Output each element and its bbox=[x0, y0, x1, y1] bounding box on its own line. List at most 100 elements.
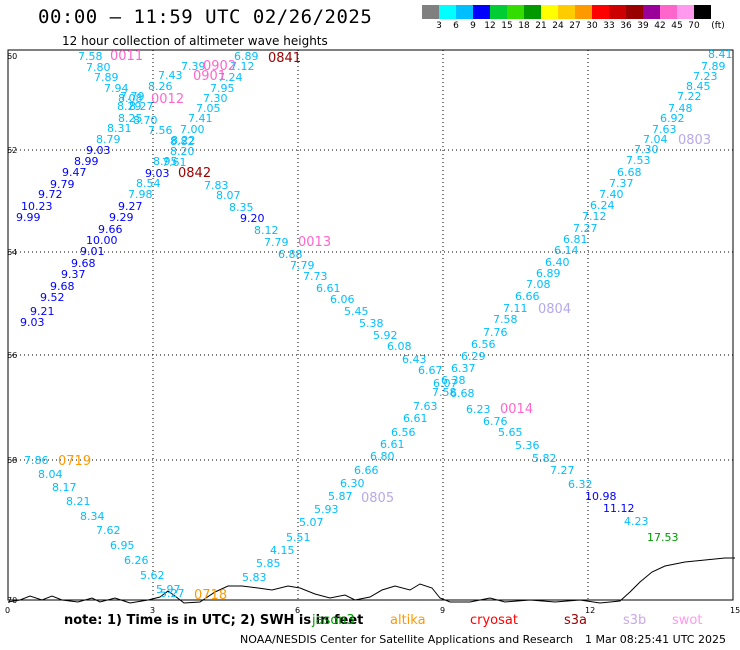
swh-value: 9.03 bbox=[145, 167, 170, 180]
legend-swatch bbox=[473, 5, 490, 19]
swh-value: 7.43 bbox=[158, 69, 183, 82]
x-tick-label: 15 bbox=[730, 606, 740, 615]
footer-note: note: 1) Time is in UTC; 2) SWH is in fe… bbox=[64, 613, 364, 628]
swh-value: 6.56 bbox=[471, 338, 496, 351]
track-id-label: 0804 bbox=[538, 302, 571, 317]
track-id-label: 0719 bbox=[58, 454, 91, 469]
swh-value: 5.97 bbox=[156, 583, 181, 596]
legend-swatches bbox=[422, 5, 728, 19]
swh-value: 7.79 bbox=[120, 90, 145, 103]
swh-value: 7.24 bbox=[218, 71, 243, 84]
swh-value: 8.82 bbox=[170, 135, 195, 148]
swh-value: 8.35 bbox=[229, 201, 254, 214]
swh-value: 9.72 bbox=[38, 188, 63, 201]
swh-value: 8.41 bbox=[708, 48, 733, 61]
swh-value: 7.39 bbox=[181, 60, 206, 73]
satellite-legend-item: jason3 bbox=[312, 613, 355, 628]
legend-swatch bbox=[677, 5, 694, 19]
swh-value: 6.43 bbox=[402, 353, 427, 366]
swh-value: 7.30 bbox=[203, 92, 228, 105]
swh-value: 9.37 bbox=[61, 268, 86, 281]
swh-value: 6.37 bbox=[451, 362, 476, 375]
y-tick-label: 70 bbox=[7, 596, 17, 605]
swh-value: 9.68 bbox=[71, 257, 96, 270]
swh-value: 6.89 bbox=[234, 50, 259, 63]
satellite-legend-item: cryosat bbox=[470, 613, 518, 628]
swh-value: 8.95 bbox=[153, 155, 178, 168]
swh-value: 8.70 bbox=[133, 114, 158, 127]
track-id-label: 0011 bbox=[110, 49, 143, 64]
swh-value: 7.63 bbox=[413, 400, 438, 413]
legend-swatch bbox=[507, 5, 524, 19]
swh-value: 5.83 bbox=[242, 571, 267, 584]
swh-value: 6.38 bbox=[441, 374, 466, 387]
swh-value: 7.89 bbox=[701, 60, 726, 73]
swh-value: 5.65 bbox=[498, 426, 523, 439]
legend-tick-label: 42 bbox=[654, 21, 666, 31]
y-tick-label: 68 bbox=[7, 456, 17, 465]
x-tick-label: 3 bbox=[150, 606, 155, 615]
swh-value: 11.12 bbox=[603, 502, 635, 515]
track-id-label: 0718 bbox=[194, 588, 227, 603]
swh-value: 7.05 bbox=[196, 102, 221, 115]
track-id-label: 0842 bbox=[178, 166, 211, 181]
swh-value: 17.53 bbox=[647, 531, 679, 544]
swh-value: 5.51 bbox=[286, 531, 311, 544]
swh-value: 7.30 bbox=[634, 143, 659, 156]
swh-value: 6.08 bbox=[387, 340, 412, 353]
legend-tick-label: 45 bbox=[671, 21, 683, 31]
swh-value: 6.14 bbox=[554, 244, 579, 257]
credit-line: NOAA/NESDIS Center for Satellite Applica… bbox=[240, 633, 574, 646]
swh-value: 7.53 bbox=[626, 154, 651, 167]
legend-swatch bbox=[626, 5, 643, 19]
legend-swatch bbox=[456, 5, 473, 19]
swh-value: 6.61 bbox=[403, 412, 428, 425]
swh-value: 7.73 bbox=[303, 270, 328, 283]
swh-value: 5.82 bbox=[532, 452, 557, 465]
swh-value: 7.76 bbox=[483, 326, 508, 339]
swh-value: 6.23 bbox=[466, 403, 491, 416]
swh-value: 8.17 bbox=[52, 481, 77, 494]
swh-value: 8.29 bbox=[117, 100, 142, 113]
swh-value: 8.07 bbox=[216, 189, 241, 202]
legend-swatch bbox=[660, 5, 677, 19]
swh-value: 6.89 bbox=[536, 267, 561, 280]
swh-value: 8.04 bbox=[38, 468, 63, 481]
y-tick-label: 64 bbox=[7, 248, 17, 257]
legend-swatch bbox=[558, 5, 575, 19]
legend-tick-label: 27 bbox=[569, 21, 581, 31]
legend-tick-label: 6 bbox=[453, 21, 459, 31]
legend-tick-label: 70 bbox=[688, 21, 700, 31]
swh-value: 9.20 bbox=[240, 212, 265, 225]
swh-value: 6.76 bbox=[483, 415, 508, 428]
swh-value: 8.99 bbox=[74, 155, 99, 168]
swh-value: 8.08 bbox=[118, 92, 143, 105]
swh-value: 10.23 bbox=[21, 200, 53, 213]
swh-value: 7.04 bbox=[643, 133, 668, 146]
swh-value: 5.27 bbox=[160, 587, 185, 600]
swh-value: 5.62 bbox=[140, 569, 165, 582]
track-id-label: 0014 bbox=[500, 402, 533, 417]
swh-value: 6.24 bbox=[590, 199, 615, 212]
legend-tick-label: 24 bbox=[552, 21, 564, 31]
swh-value: 7.23 bbox=[693, 70, 718, 83]
legend-tick-label: 33 bbox=[603, 21, 615, 31]
swh-value: 7.00 bbox=[180, 123, 205, 136]
track-id-label: 0901 bbox=[193, 69, 226, 84]
swh-value: 5.07 bbox=[299, 516, 324, 529]
swh-value: 7.27 bbox=[573, 222, 598, 235]
x-tick-label: 0 bbox=[5, 606, 10, 615]
swh-value: 4.23 bbox=[624, 515, 649, 528]
swh-value: 5.36 bbox=[515, 439, 540, 452]
satellite-legend-item: s3b bbox=[623, 613, 647, 628]
swh-value: 6.30 bbox=[340, 477, 365, 490]
swh-value: 7.61 bbox=[162, 156, 187, 169]
legend-tick-label: 15 bbox=[501, 21, 513, 31]
swh-value: 8.25 bbox=[118, 112, 143, 125]
lat-lon-grid bbox=[7, 49, 734, 601]
swh-value: 8.12 bbox=[254, 224, 279, 237]
legend-ticks: 3 6 9 12 15 18 21 24 27 30 33 36 39 42 45 70 (ft) bbox=[422, 19, 728, 33]
plot-frame bbox=[7, 49, 734, 601]
track-id-label: 0803 bbox=[678, 133, 711, 148]
swh-value: 9.99 bbox=[16, 211, 41, 224]
